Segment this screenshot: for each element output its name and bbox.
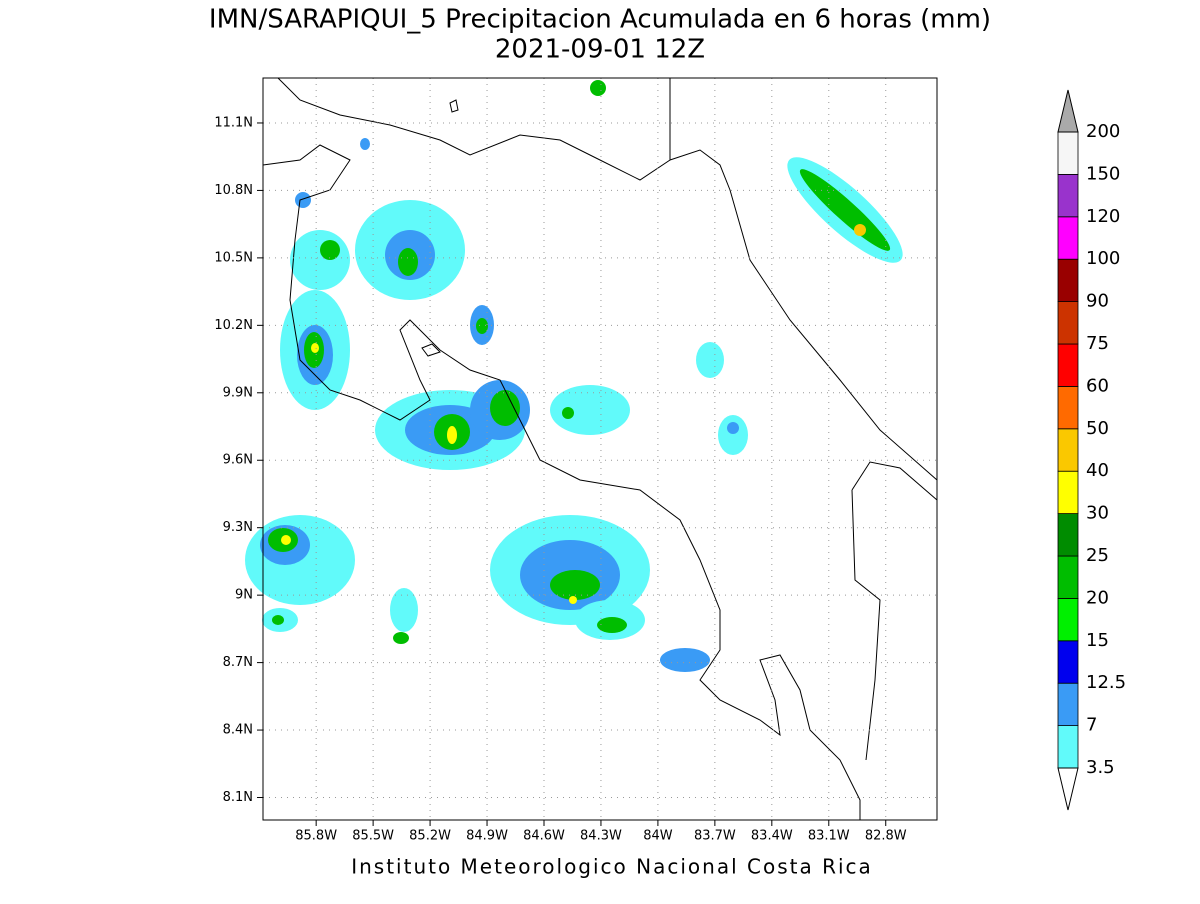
colorbar-label: 12.5: [1086, 672, 1126, 693]
lon-tick-label: 84.3W: [580, 829, 622, 844]
precipitation-field: [245, 80, 903, 672]
colorbar-segment: [1057, 598, 1079, 642]
colorbar-label: 40: [1086, 460, 1109, 481]
colorbar-segment: [1057, 385, 1079, 430]
lon-tick-label: 84.6W: [523, 829, 565, 844]
colorbar-label: 90: [1086, 291, 1109, 312]
colorbar-segment: [1057, 216, 1079, 260]
colorbar-label: 7: [1086, 715, 1097, 736]
colorbar-label: 25: [1086, 545, 1109, 566]
colorbar-label: 75: [1086, 333, 1109, 354]
lon-tick-label: 84.9W: [466, 829, 508, 844]
colorbar-label: 200: [1086, 121, 1120, 142]
colorbar-label: 30: [1086, 503, 1109, 524]
lat-tick-label: 10.2N: [214, 318, 253, 333]
colorbar-over: [1057, 89, 1079, 133]
colorbar-segment: [1057, 301, 1079, 345]
colorbar-segment: [1057, 131, 1079, 175]
colorbar-label: 15: [1086, 630, 1109, 651]
lat-tick-label: 9N: [235, 588, 253, 603]
title: IMN/SARAPIQUI_5 Precipitacion Acumulada …: [209, 5, 991, 35]
lon-tick-label: 82.8W: [865, 829, 907, 844]
lon-tick-label: 84W: [643, 829, 673, 844]
lat-tick-label: 9.3N: [223, 520, 253, 535]
colorbar-label: 20: [1086, 587, 1109, 608]
colorbar-segment: [1057, 258, 1079, 303]
lat-tick-label: 9.6N: [223, 453, 253, 468]
lat-tick-label: 8.7N: [223, 655, 253, 670]
colorbar-segment: [1057, 343, 1079, 387]
colorbar-segment: [1057, 555, 1079, 599]
colorbar-segment: [1057, 470, 1079, 515]
lat-tick-label: 11.1N: [214, 115, 253, 130]
coastlines: [262, 77, 938, 820]
colorbar-label: 120: [1086, 206, 1120, 227]
subtitle: 2021-09-01 12Z: [495, 35, 705, 65]
lon-tick-label: 83.7W: [694, 829, 736, 844]
colorbar-under: [1057, 767, 1079, 811]
map-frame: [262, 77, 938, 821]
colorbar-label: 60: [1086, 375, 1109, 396]
colorbar-label: 3.5: [1086, 757, 1115, 778]
lat-tick-label: 10.5N: [214, 250, 253, 265]
colorbar-segment: [1057, 513, 1079, 557]
colorbar-label: 100: [1086, 248, 1120, 269]
lat-tick-label: 8.1N: [223, 790, 253, 805]
lon-tick-label: 83.1W: [808, 829, 850, 844]
lat-tick-label: 8.4N: [223, 723, 253, 738]
lon-tick-label: 85.8W: [295, 829, 337, 844]
colorbar-label: 150: [1086, 163, 1120, 184]
colorbar-segment: [1057, 725, 1079, 769]
colorbar-label: 50: [1086, 418, 1109, 439]
colorbar-segment: [1057, 428, 1079, 472]
lat-tick-label: 9.9N: [223, 385, 253, 400]
lon-tick-label: 85.5W: [352, 829, 394, 844]
lat-tick-label: 10.8N: [214, 183, 253, 198]
colorbar-segment: [1057, 173, 1079, 218]
lon-tick-label: 85.2W: [409, 829, 451, 844]
lon-tick-label: 83.4W: [751, 829, 793, 844]
colorbar-segment: [1057, 682, 1079, 727]
colorbar-segment: [1057, 640, 1079, 684]
footer: Instituto Meteorologico Nacional Costa R…: [351, 855, 873, 879]
